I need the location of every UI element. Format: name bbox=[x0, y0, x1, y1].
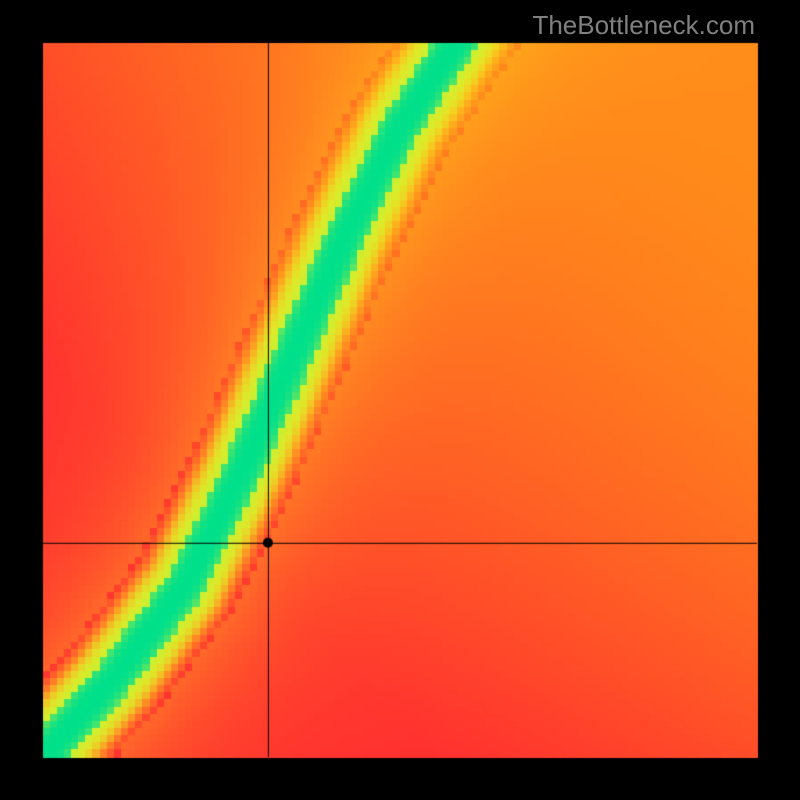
attribution-label: TheBottleneck.com bbox=[532, 10, 755, 41]
chart-container: TheBottleneck.com bbox=[0, 0, 800, 800]
heatmap-canvas bbox=[0, 0, 800, 800]
